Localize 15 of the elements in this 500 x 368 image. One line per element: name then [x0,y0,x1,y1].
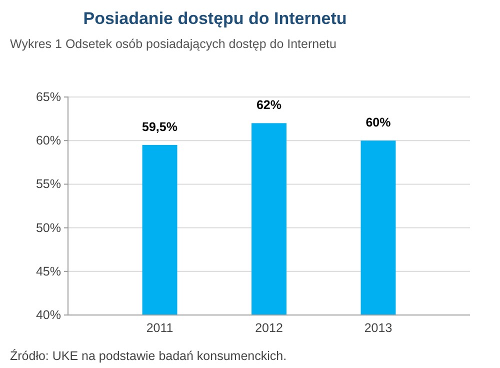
data-label: 62% [256,98,282,112]
data-label: 60% [366,116,391,130]
text: Źródło: UKE na podstawie badań konsumenckich. [10,349,287,363]
y-tick-label: 60% [36,134,61,148]
y-tick-label: 45% [36,264,61,278]
y-tick-label: 55% [36,177,61,192]
chart-title: Posiadanie dostępu do Internetu [83,9,347,28]
x-tick-label: 2011 [146,320,174,335]
x-tick-label: 2013 [364,320,392,335]
data-label: 59,5% [142,120,178,134]
chart-subtitle: Wykres 1 Odsetek osób posiadających dostęp do Internetu [10,37,337,51]
y-tick-label: 50% [36,220,61,235]
x-tick-label: 2012 [255,320,283,335]
y-tick-label: 40% [36,308,61,322]
y-tick-label: 65% [36,90,61,104]
